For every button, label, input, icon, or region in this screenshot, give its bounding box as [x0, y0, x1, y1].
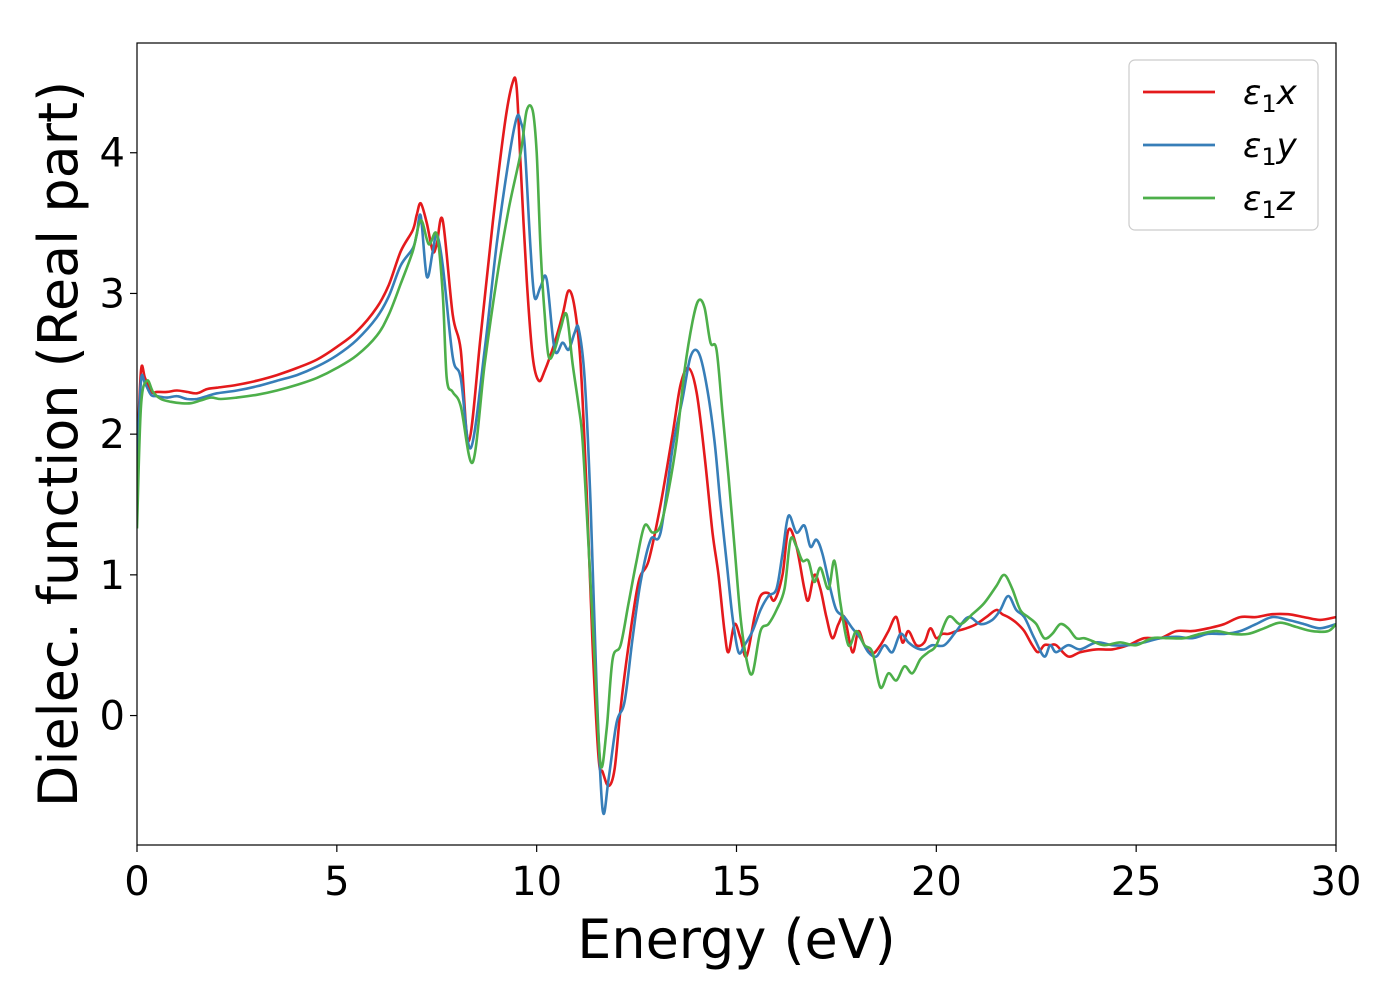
y-tick-label: 0	[100, 694, 125, 740]
legend: ε1x ε1y ε1z	[1128, 59, 1319, 231]
y-axis-title: Dielec. function (Real part)	[27, 81, 90, 807]
y-tick-label: 2	[100, 412, 125, 458]
y-axis: 0 1 2 3 4	[100, 131, 137, 740]
x-tick-label: 10	[511, 859, 562, 905]
x-tick-label: 25	[1111, 859, 1162, 905]
x-tick-label: 20	[911, 859, 962, 905]
x-tick-label: 30	[1311, 859, 1362, 905]
legend-label-z: ε1z	[1243, 179, 1296, 224]
series-line-x	[137, 76, 1336, 788]
x-tick-label: 15	[711, 859, 762, 905]
legend-label-y: ε1y	[1243, 126, 1298, 171]
y-tick-label: 4	[100, 131, 125, 177]
y-tick-label: 3	[100, 271, 125, 317]
series-line-z	[137, 103, 1336, 769]
x-tick-label: 5	[324, 859, 349, 905]
x-tick-label: 0	[124, 859, 149, 905]
legend-label-x: ε1x	[1243, 73, 1298, 118]
legend-box	[1128, 59, 1319, 231]
series-lines	[137, 76, 1336, 815]
x-axis-title: Energy (eV)	[577, 908, 896, 971]
x-axis: 0 5 10 15 20 25 30	[124, 845, 1361, 905]
y-tick-label: 1	[100, 553, 125, 599]
